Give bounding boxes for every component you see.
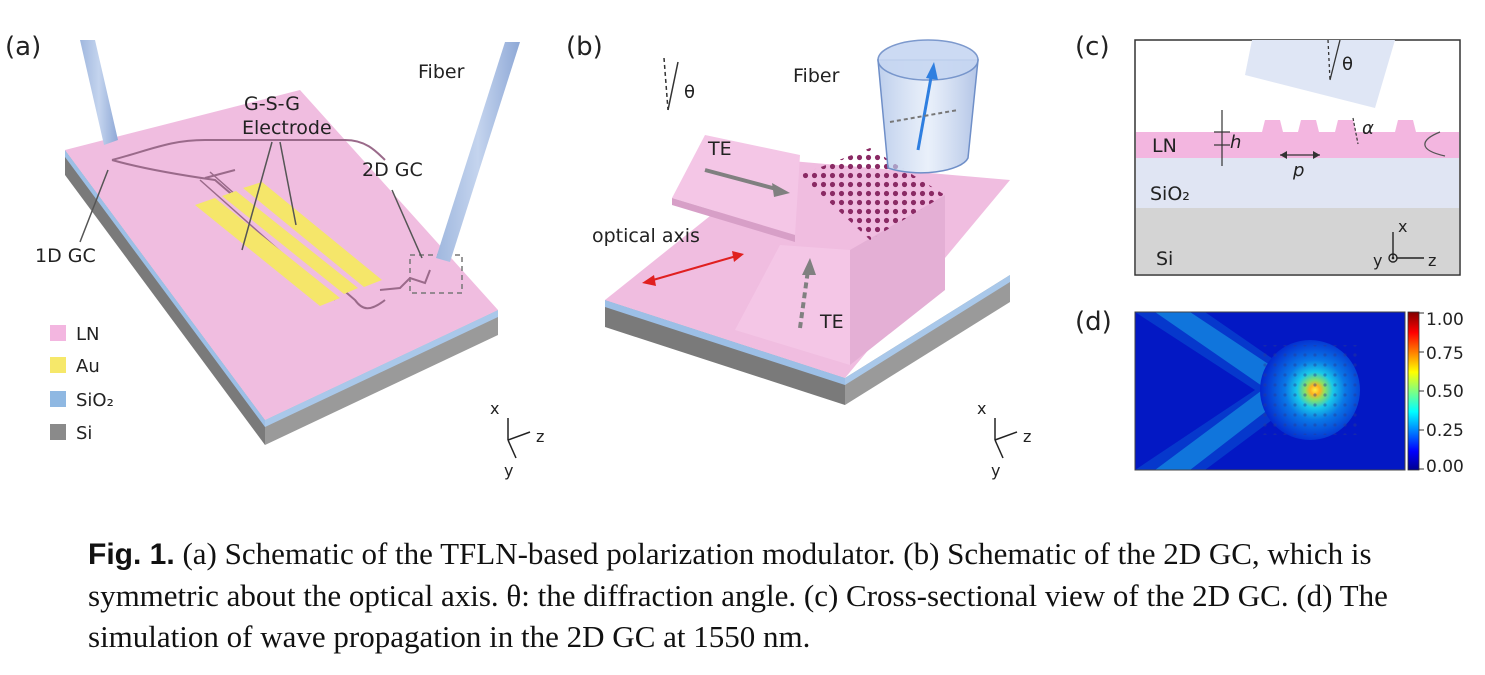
caption-lead: Fig. 1. bbox=[88, 538, 175, 571]
panel-a-label: (a) bbox=[5, 32, 41, 62]
legend-swatch-si bbox=[50, 424, 66, 440]
sio2-label-c: SiO₂ bbox=[1150, 183, 1190, 205]
legend-sio2: SiO₂ bbox=[76, 390, 114, 411]
axis-a-x: x bbox=[490, 399, 499, 418]
h-label: h bbox=[1230, 132, 1241, 153]
theta-c: θ bbox=[1342, 54, 1353, 75]
axis-c-x: x bbox=[1398, 217, 1407, 236]
si-layer bbox=[1136, 208, 1459, 274]
material-legend: LN Au SiO₂ Si bbox=[50, 324, 114, 444]
sio2-layer bbox=[1136, 158, 1459, 208]
axis-c-z: z bbox=[1428, 251, 1436, 270]
legend-swatch-au bbox=[50, 357, 66, 373]
colorbar-tick-4: 0.25 bbox=[1426, 421, 1464, 441]
chip-b-sio2-front bbox=[845, 275, 1010, 385]
optical-axis-label: optical axis bbox=[592, 225, 700, 247]
legend-ln: LN bbox=[76, 324, 100, 345]
alpha-label: α bbox=[1362, 118, 1374, 139]
panel-b: (b) θ TE TE optical axis Fiber bbox=[566, 32, 1031, 480]
electrode-ground-2 bbox=[243, 182, 382, 287]
gc2d-label: 2D GC bbox=[362, 159, 423, 181]
sio2-edge-front bbox=[265, 310, 498, 427]
figure-caption: Fig. 1. (a) Schematic of the TFLN-based … bbox=[88, 533, 1408, 657]
colorbar-tick-3: 0.50 bbox=[1426, 382, 1464, 402]
axis-b-z: z bbox=[1023, 427, 1031, 446]
theta-ray-b bbox=[667, 61, 679, 111]
legend-swatch-ln bbox=[50, 325, 66, 341]
colorbar-tick-1: 1.00 bbox=[1426, 310, 1464, 330]
mode-profile bbox=[1424, 131, 1446, 157]
fiber-label-a: Fiber bbox=[418, 61, 465, 83]
legend-swatch-sio2 bbox=[50, 391, 66, 407]
figure-panels: (a) Fiber G-S-G Electrode 2D GC 1D GC bbox=[5, 32, 1464, 480]
output-fiber bbox=[436, 42, 520, 262]
axis-a-y: y bbox=[504, 461, 513, 480]
chip-b-sio2-left bbox=[605, 300, 845, 385]
legend-si: Si bbox=[76, 423, 92, 444]
electrode-signal bbox=[222, 191, 358, 294]
axis-b-y: y bbox=[991, 461, 1000, 480]
electrode-arrow-1 bbox=[241, 141, 273, 251]
axes-b bbox=[994, 418, 1018, 459]
waveguide bbox=[111, 139, 386, 310]
electrode-arrow-2 bbox=[279, 141, 297, 226]
panel-d-label: (d) bbox=[1075, 307, 1112, 337]
te-slab-edge bbox=[672, 198, 795, 242]
fiber-cylinder bbox=[877, 39, 979, 174]
sio2-edge-left bbox=[65, 150, 265, 427]
electrode-label-line1: G-S-G bbox=[244, 93, 300, 115]
panel-c: (c) θ h p α LN SiO₂ Si x z y bbox=[1075, 32, 1461, 276]
theta-b: θ bbox=[684, 82, 695, 103]
te-arrow-top bbox=[704, 168, 781, 192]
gc1d-arrow bbox=[79, 169, 109, 243]
p-label: p bbox=[1292, 160, 1304, 181]
colorbar-tick-5: 0.00 bbox=[1426, 457, 1464, 477]
legend-au: Au bbox=[76, 356, 100, 377]
panel-c-label: (c) bbox=[1075, 32, 1110, 62]
axes-c bbox=[1388, 232, 1424, 263]
axes-a bbox=[507, 418, 531, 459]
theta-ref-b bbox=[663, 57, 669, 111]
te-top-label: TE bbox=[707, 138, 732, 160]
axis-c-y: y bbox=[1373, 251, 1382, 270]
electrode-ground-1 bbox=[195, 198, 340, 306]
axis-b-x: x bbox=[977, 399, 986, 418]
panel-d: (d) 1.00 0.75 0.50 0.25 0.00 bbox=[1075, 307, 1464, 477]
te-slab-bottom bbox=[735, 245, 850, 365]
ln-label-c: LN bbox=[1152, 135, 1177, 157]
grating-dots bbox=[800, 148, 945, 240]
fiber-c bbox=[1245, 40, 1395, 108]
ln-layer bbox=[1136, 120, 1459, 158]
electrode-label-line2: Electrode bbox=[242, 117, 332, 139]
axis-a-z: z bbox=[536, 427, 544, 446]
panel-a: (a) Fiber G-S-G Electrode 2D GC 1D GC bbox=[5, 32, 544, 480]
colorbar bbox=[1407, 311, 1420, 471]
te-slab-top bbox=[672, 135, 800, 235]
fiber-label-b: Fiber bbox=[793, 65, 840, 87]
gc2d-feed bbox=[379, 269, 431, 291]
te-bottom-label: TE bbox=[819, 311, 844, 333]
input-fiber bbox=[80, 40, 118, 145]
panel-b-label: (b) bbox=[566, 32, 603, 62]
gc2d-arrow bbox=[391, 189, 423, 259]
optical-axis-arrow bbox=[645, 254, 741, 283]
gc1d-label: 1D GC bbox=[35, 245, 96, 267]
si-label-c: Si bbox=[1156, 248, 1173, 270]
colorbar-tick-2: 0.75 bbox=[1426, 344, 1464, 364]
caption-text: (a) Schematic of the TFLN-based polariza… bbox=[88, 536, 1388, 654]
